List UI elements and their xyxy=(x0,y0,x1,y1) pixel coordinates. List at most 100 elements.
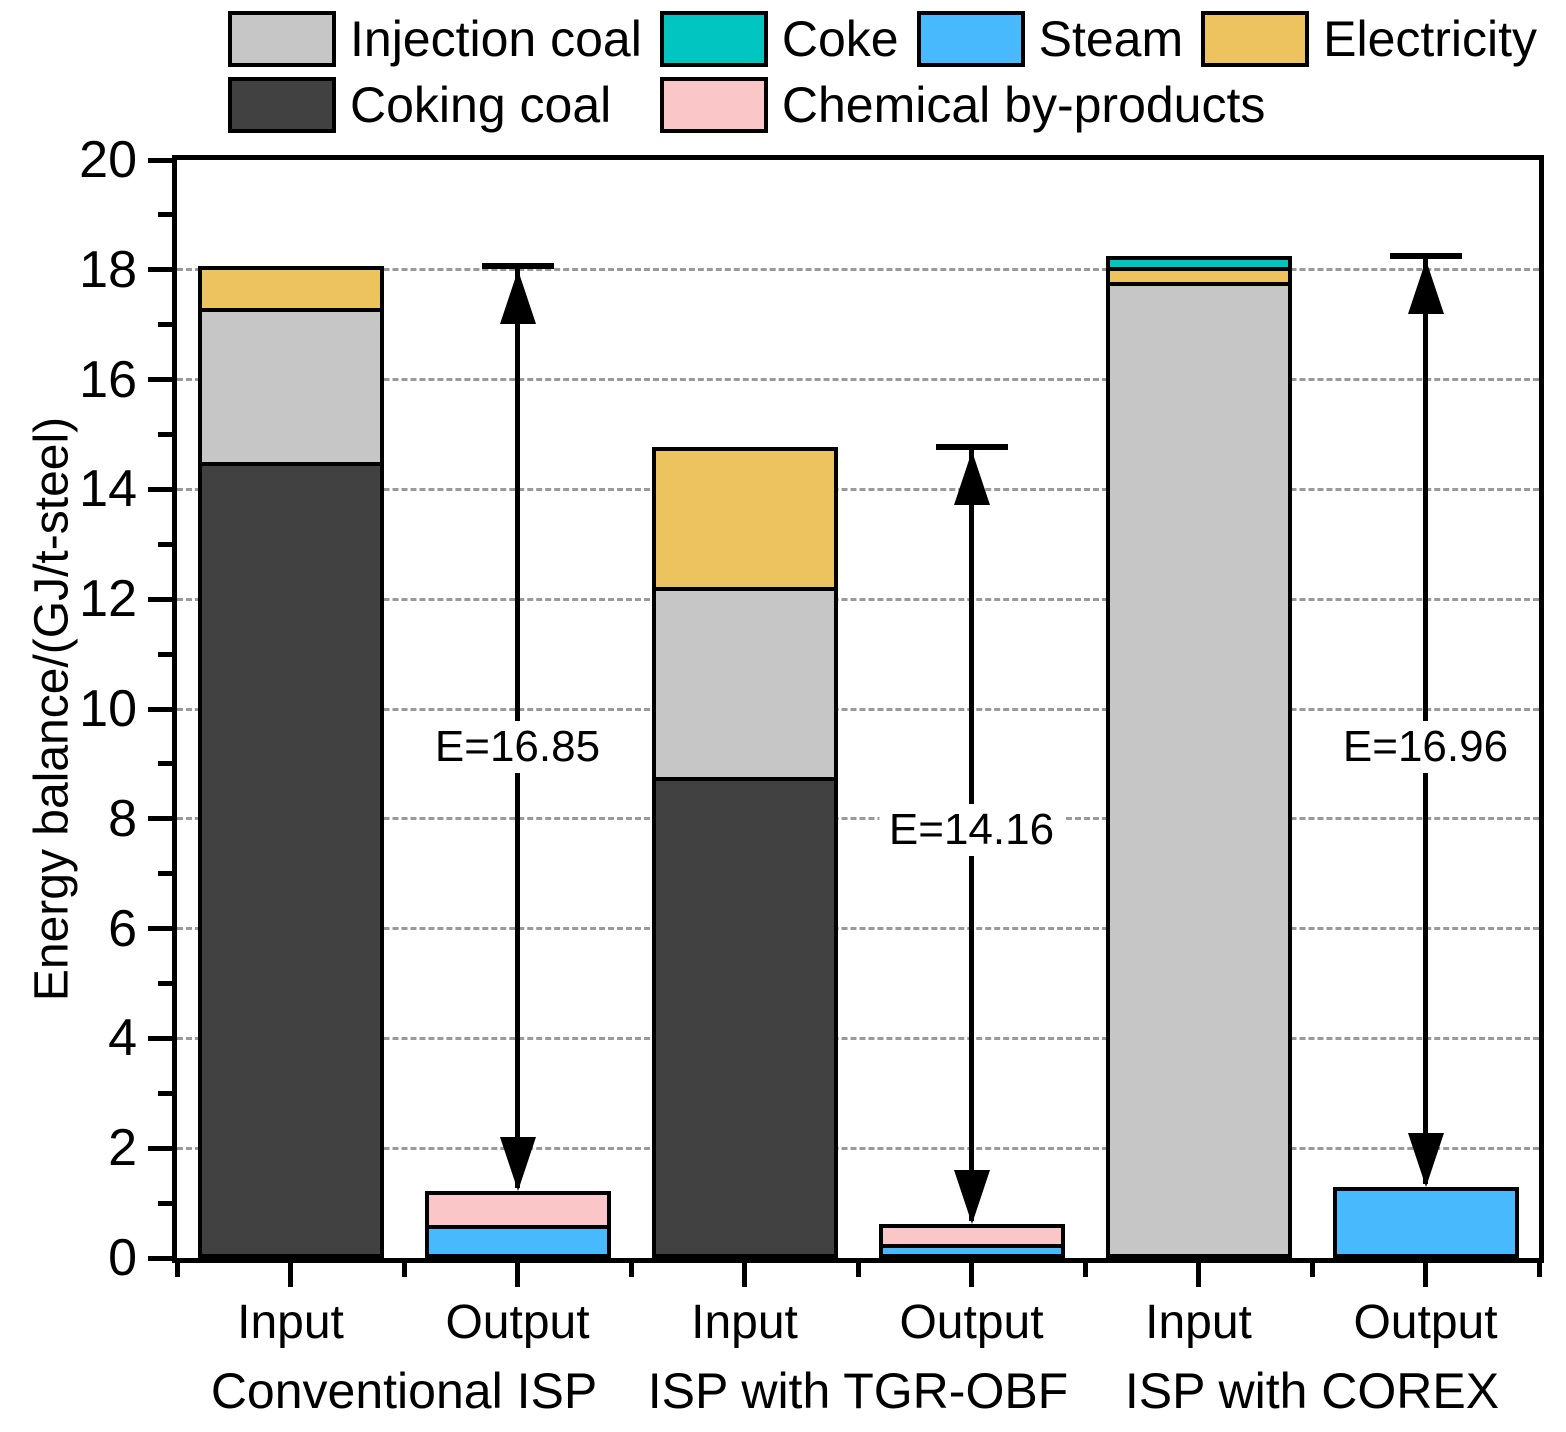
y-tick-major xyxy=(148,1145,172,1151)
x-axis-item-label: Input xyxy=(691,1296,798,1349)
x-axis-item-label: Output xyxy=(899,1296,1044,1349)
x-tick-major xyxy=(1423,1263,1428,1287)
bar-segment-injection-coal xyxy=(1105,281,1292,1258)
annotation-arrow-cap xyxy=(481,262,554,269)
y-tick-major xyxy=(148,816,172,822)
y-tick-major xyxy=(148,1255,172,1261)
y-tick-label: 6 xyxy=(108,899,137,958)
x-tick-minor xyxy=(1309,1263,1315,1277)
bar-segment-chemical-by-products xyxy=(424,1191,611,1229)
x-axis-item-label: Output xyxy=(445,1296,590,1349)
legend-item: Injection coal xyxy=(228,10,642,68)
plot-area: 0 2 4 6 8 10 12 14 16 18 20 Input Output Conventional… xyxy=(79,134,1544,1419)
y-tick-minor xyxy=(158,871,172,877)
gridline xyxy=(177,817,1539,821)
y-tick-major xyxy=(148,596,172,602)
x-axis-item-label: Input xyxy=(237,1296,344,1349)
y-tick-minor xyxy=(158,212,172,218)
annotation-label: E=16.85 xyxy=(424,721,611,774)
annotation-arrowhead-up xyxy=(953,450,990,505)
y-tick-label: 18 xyxy=(79,240,137,299)
x-tick-minor xyxy=(401,1263,407,1277)
x-tick-major xyxy=(1196,1263,1201,1287)
bar-segment-coke xyxy=(1105,255,1292,272)
y-tick-minor xyxy=(158,981,172,986)
legend-label: Steam xyxy=(1038,11,1184,67)
x-tick-minor xyxy=(855,1263,861,1277)
bar-segment-injection-coal xyxy=(651,587,838,782)
bar-segment-steam xyxy=(1332,1186,1519,1258)
legend-label: Coking coal xyxy=(350,77,612,133)
x-tick-minor xyxy=(1536,1263,1542,1277)
bar-segment-steam xyxy=(424,1224,611,1258)
x-axis-group-label: ISP with TGR-OBF xyxy=(647,1363,1069,1419)
x-tick-major xyxy=(742,1263,747,1287)
bar-segment-coking-coal xyxy=(651,777,838,1258)
legend-swatch xyxy=(1201,11,1310,67)
legend-swatch xyxy=(916,11,1025,67)
legend: Injection coal Coke Steam Electricity Coking… xyxy=(228,10,1537,134)
bar-segment-chemical-by-products xyxy=(878,1223,1065,1249)
y-tick-minor xyxy=(158,322,172,328)
y-tick-major xyxy=(148,926,172,932)
y-tick-label: 16 xyxy=(79,350,137,409)
legend-item: Coking coal xyxy=(228,76,642,134)
annotation-arrow-line xyxy=(1423,258,1428,1184)
annotation-arrowhead-down xyxy=(1407,1132,1444,1187)
y-tick-minor xyxy=(158,1090,172,1096)
annotation-arrowhead-up xyxy=(499,269,536,324)
y-tick-label: 12 xyxy=(79,570,137,629)
annotation-label: E=14.16 xyxy=(878,803,1065,856)
gridline xyxy=(177,487,1539,491)
annotation-arrowhead-down xyxy=(499,1137,536,1192)
annotation-arrow-cap xyxy=(1389,252,1462,259)
legend-item: Coke xyxy=(659,10,899,68)
annotation-arrow-cap xyxy=(935,443,1008,450)
gridline xyxy=(177,927,1539,931)
gridline xyxy=(177,268,1539,272)
y-tick-major xyxy=(148,706,172,712)
legend-label: Chemical by-products xyxy=(781,77,1266,133)
x-axis-group-label: ISP with COREX xyxy=(1124,1363,1500,1419)
x-axis-group-label: Conventional ISP xyxy=(210,1363,598,1419)
bar-segment-injection-coal xyxy=(197,308,384,466)
gridline xyxy=(177,1036,1539,1040)
x-tick-minor xyxy=(1082,1263,1088,1277)
legend-label: Coke xyxy=(781,11,899,67)
legend-item: Electricity xyxy=(1201,10,1537,68)
legend-swatch xyxy=(228,77,336,133)
legend-swatch xyxy=(659,77,768,133)
y-tick-minor xyxy=(158,432,172,437)
gridline xyxy=(177,707,1539,711)
x-tick-minor xyxy=(174,1263,180,1277)
bar-segment-electricity xyxy=(651,446,838,592)
y-tick-label: 14 xyxy=(79,460,137,519)
y-tick-major xyxy=(148,486,172,492)
x-axis-item-label: Input xyxy=(1145,1296,1252,1349)
annotation-arrowhead-down xyxy=(953,1169,990,1224)
y-tick-minor xyxy=(158,651,172,657)
gridline xyxy=(177,597,1539,601)
bar-segment-coking-coal xyxy=(197,461,384,1258)
y-tick-label: 2 xyxy=(108,1119,137,1178)
bar-segment-electricity xyxy=(197,265,384,313)
y-tick-label: 20 xyxy=(79,131,137,189)
legend-item: Chemical by-products xyxy=(659,76,1537,134)
y-tick-minor xyxy=(158,761,172,767)
gridline xyxy=(177,378,1539,382)
y-tick-label: 0 xyxy=(108,1229,137,1287)
x-tick-major xyxy=(515,1263,520,1287)
x-axis-item-label: Output xyxy=(1353,1296,1498,1349)
legend-label: Electricity xyxy=(1323,11,1538,67)
y-tick-label: 4 xyxy=(108,1009,137,1068)
y-tick-minor xyxy=(158,1200,172,1206)
x-tick-major xyxy=(969,1263,974,1287)
y-tick-major xyxy=(148,1035,172,1041)
annotation-arrowhead-up xyxy=(1407,259,1444,314)
legend-swatch xyxy=(228,11,336,67)
y-tick-major xyxy=(148,157,172,163)
y-tick-label: 10 xyxy=(79,680,137,738)
y-tick-minor xyxy=(158,541,172,547)
x-tick-minor xyxy=(628,1263,634,1277)
